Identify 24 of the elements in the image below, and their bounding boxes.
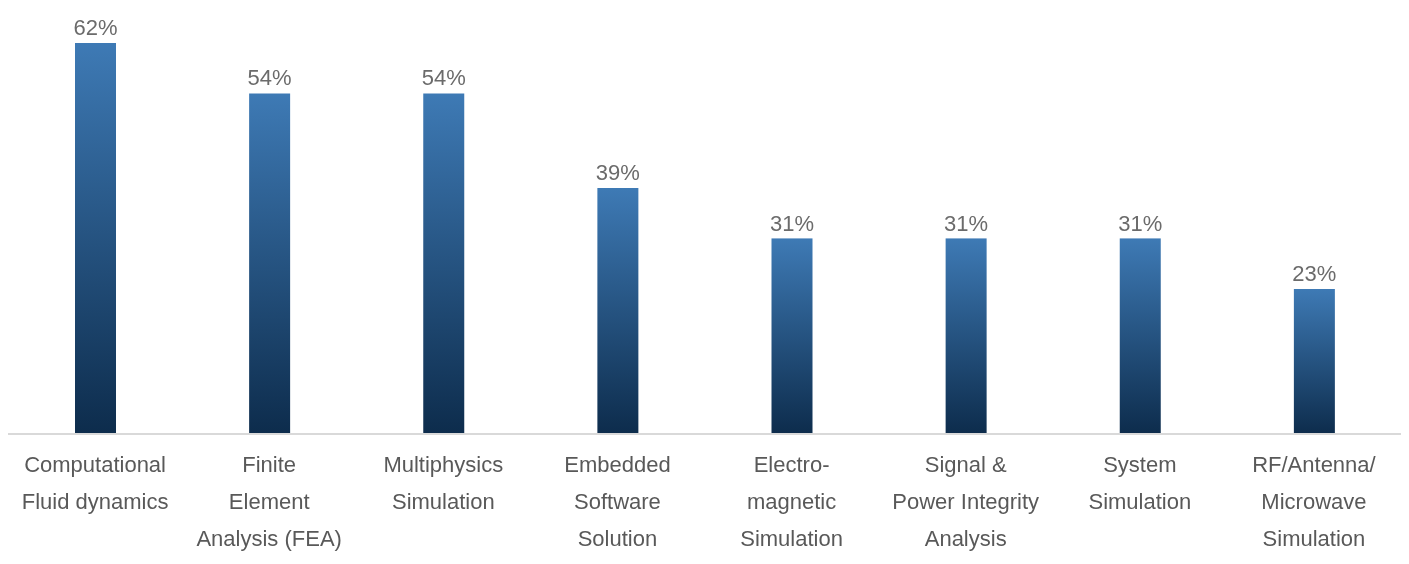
x-tick-label: Computational Fluid dynamics [21, 452, 169, 514]
x-tick-label: Signal & Power Integrity Analysis [892, 452, 1040, 551]
data-label: 54% [247, 65, 292, 91]
bar [249, 93, 291, 434]
bar [75, 43, 116, 434]
bar [1119, 238, 1161, 434]
x-tick-label: Electro- magnetic Simulation [740, 452, 843, 551]
x-tick-label: RF/Antenna/ Microwave Simulation [1252, 452, 1377, 551]
data-label: 23% [1292, 260, 1337, 286]
x-tick-label: Finite Element Analysis (FEA) [196, 452, 342, 551]
data-label: 54% [421, 65, 466, 91]
data-label: 62% [73, 15, 118, 40]
bar [771, 238, 813, 434]
data-label: 31% [769, 210, 815, 236]
x-tick-label: Embedded Software Solution [564, 452, 671, 551]
bar [423, 93, 465, 434]
data-label: 39% [595, 160, 640, 186]
bar [1293, 288, 1335, 434]
x-tick-label: System Simulation [1088, 452, 1192, 514]
data-label: 31% [944, 210, 989, 236]
bar [597, 188, 639, 434]
bar [945, 238, 987, 434]
data-label: 31% [1118, 210, 1163, 236]
x-tick-label: Multiphysics Simulation [383, 452, 504, 514]
